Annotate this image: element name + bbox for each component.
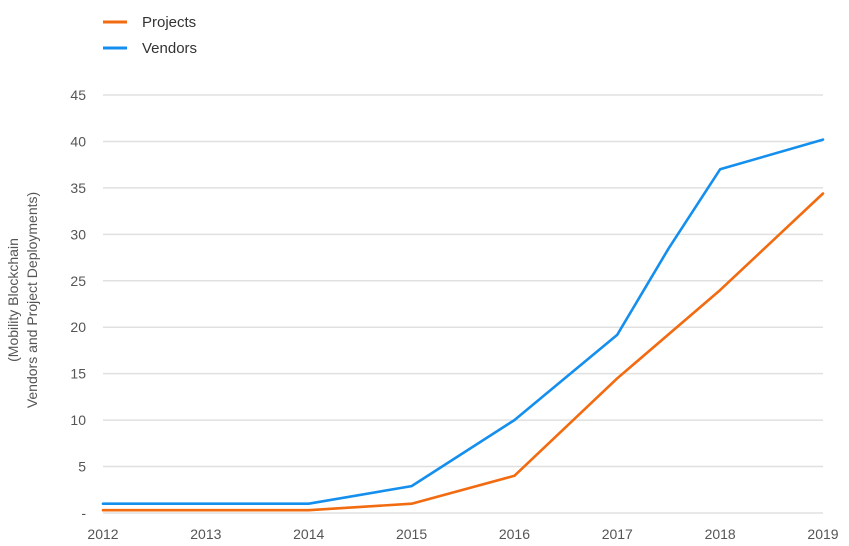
legend-item-projects[interactable]: Projects [103, 14, 196, 31]
x-tick-label: 2018 [705, 526, 736, 542]
gridlines [103, 94, 823, 514]
x-tick-label: 2019 [807, 526, 838, 542]
y-tick-label: 45 [70, 87, 86, 103]
legend-item-vendors[interactable]: Vendors [103, 40, 197, 57]
legend-label-vendors: Vendors [142, 40, 197, 57]
y-tick-label: 5 [78, 459, 86, 475]
y-tick-label: 40 [70, 133, 86, 149]
y-tick-label: 30 [70, 226, 86, 242]
y-tick-label: 25 [70, 273, 86, 289]
x-axis-ticks: 2012 2013 2014 2015 2016 2017 2018 2019 [87, 526, 838, 542]
y-axis-title-line-2: Vendors and Project Deployments) [24, 192, 40, 408]
x-tick-label: 2014 [293, 526, 324, 542]
y-axis-title-line-1: (Mobility Blockchain [5, 238, 21, 362]
x-tick-label: 2015 [396, 526, 427, 542]
y-tick-label: 15 [70, 366, 86, 382]
legend-label-projects: Projects [142, 14, 196, 31]
y-axis-ticks: - 5 10 15 20 25 30 35 40 45 [70, 87, 86, 521]
x-tick-label: 2017 [602, 526, 633, 542]
series-line-projects [101, 192, 825, 512]
series-line-vendors [101, 138, 825, 506]
x-tick-label: 2016 [499, 526, 530, 542]
series-lines [101, 138, 825, 512]
y-tick-label: 20 [70, 319, 86, 335]
y-tick-label: 35 [70, 180, 86, 196]
x-tick-label: 2013 [190, 526, 221, 542]
y-axis-title: (Mobility Blockchain Vendors and Project… [5, 192, 40, 408]
y-tick-label: 10 [70, 412, 86, 428]
x-tick-label: 2012 [87, 526, 118, 542]
y-tick-label: - [81, 505, 86, 521]
legend: Projects Vendors [103, 14, 197, 57]
